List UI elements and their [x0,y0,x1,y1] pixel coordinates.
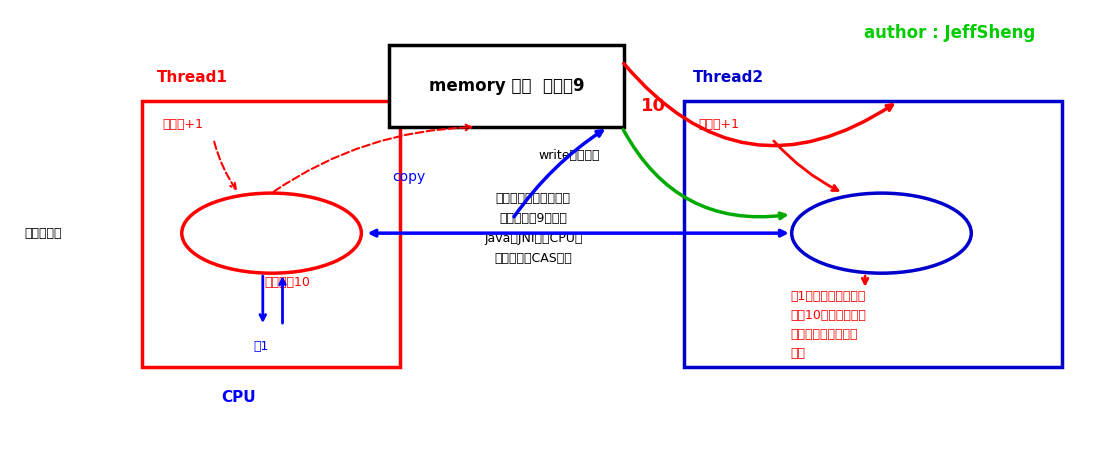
Text: 加1，但发现内存値已
变为10，和预期値不
一样，操作失败，重
试！: 加1，但发现内存値已 变为10，和预期値不 一样，操作失败，重 试！ [791,290,866,360]
Text: cache：9 预期値: cache：9 预期値 [842,227,921,240]
Text: 两个线程同时读取到内
存的数据为9，然后
java的JNI调用CPU底
层指令实现CAS算法: 两个线程同时读取到内 存的数据为9，然后 java的JNI调用CPU底 层指令实… [484,192,583,265]
Text: 操作：+1: 操作：+1 [162,118,203,131]
Text: 更新値：10: 更新値：10 [264,276,310,289]
Text: 加1: 加1 [253,340,268,353]
FancyBboxPatch shape [142,101,400,367]
Text: 操作：+1: 操作：+1 [699,118,739,131]
Text: 高速缓存：: 高速缓存： [24,227,61,240]
Ellipse shape [792,193,971,273]
Text: CPU: CPU [221,390,256,406]
Text: 10: 10 [641,97,666,115]
Text: write写回内存: write写回内存 [539,149,600,162]
FancyBboxPatch shape [389,45,624,127]
Text: Thread1: Thread1 [157,70,228,85]
Ellipse shape [182,193,361,273]
FancyBboxPatch shape [684,101,1062,367]
Text: author : JeffSheng: author : JeffSheng [864,24,1035,41]
Text: Thread2: Thread2 [693,70,764,85]
Text: memory 内存  变量：9: memory 内存 变量：9 [428,77,585,95]
Text: copy: copy [392,170,425,184]
Text: cache：9 预期値: cache：9 预期値 [230,227,313,240]
